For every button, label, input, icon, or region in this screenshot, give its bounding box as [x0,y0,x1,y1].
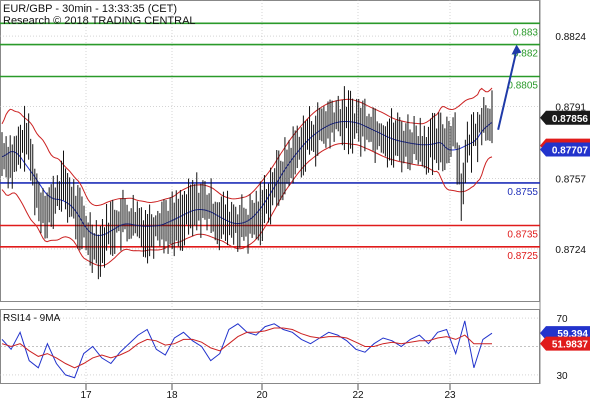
forecast-arrow-head [511,44,522,55]
rsi-value-tag-box [540,336,590,351]
chart-header-line1: EUR/GBP - 30min - 13:33:35 (CET) [3,3,177,15]
x-tick-label: 20 [256,390,268,400]
rsi-ma-line [1,327,492,369]
level-label: 0.882 [513,49,538,60]
x-tick-label: 18 [166,390,178,400]
chart-header-line2: Research © 2018 TRADING CENTRAL [3,15,196,27]
rsi-y-tick-label: 70 [556,314,568,325]
rsi-title: RSI14 - 9MA [3,313,61,324]
y-tick-label: 0.8724 [555,245,586,256]
rsi-value-tag: 51.9837 [540,336,590,351]
x-tick-label: 23 [444,390,456,400]
price-tag-box [540,110,590,125]
main-plot-frame [0,0,540,302]
level-label: 0.883 [513,27,538,38]
y-tick-label: 0.8824 [555,32,586,43]
rsi-gridlines [0,317,540,376]
level-label: 0.8735 [507,230,538,241]
level-label: 0.8755 [507,187,538,198]
rsi-value-tag: 59.394 [540,326,590,341]
level-label: 0.8805 [507,81,538,92]
price-tag: 0.87707 [540,142,590,157]
price-tag-label: 0.87856 [552,114,589,125]
y-tick-label: 0.8757 [555,175,586,186]
price-bars [1,86,493,280]
rsi-value-tag-label: 59.394 [557,329,588,340]
level-label: 0.8725 [507,251,538,262]
rsi-value-tag-box [540,326,590,341]
rsi-lines [1,320,493,379]
forecast-arrow [497,44,522,130]
rsi-y-tick-label: 30 [556,371,568,382]
price-tag-box [540,142,590,157]
y-axis-ticks: 0.8824 0.8791 0.8757 0.8724 70 30 [555,32,586,382]
price-tag-label: 0.87707 [552,146,589,157]
x-axis-ticks: 17 18 20 22 23 [80,384,456,401]
bollinger-upper [1,87,493,207]
forecast-arrow-shaft [497,50,518,130]
y-tick-label: 0.8791 [555,102,586,113]
x-tick-label: 17 [80,390,92,400]
rsi-value-tag-label: 51.9837 [552,340,589,351]
price-tag: 0.87856 [540,110,590,125]
x-tick-label: 22 [352,390,364,400]
